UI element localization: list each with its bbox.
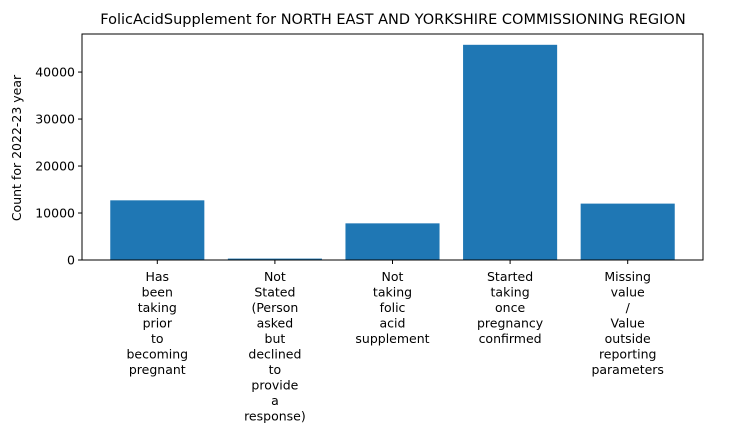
bar — [227, 258, 322, 260]
y-tick-label: 30000 — [35, 112, 75, 127]
x-tick-label: Started taking once pregnancy confirmed — [477, 269, 544, 346]
x-axis: Has been taking prior to becoming pregnant Not S… — [126, 260, 664, 424]
x-tick-label: Has been taking prior to becoming pregnant — [126, 269, 188, 377]
y-tick-label: 40000 — [35, 65, 75, 80]
y-tick-label: 20000 — [35, 159, 75, 174]
bar — [110, 200, 205, 260]
bar — [345, 223, 440, 260]
x-tick-label: Not taking folic acid supplement — [355, 269, 429, 346]
bars — [110, 44, 675, 260]
y-tick-label: 10000 — [35, 206, 75, 221]
plot-frame — [81, 33, 704, 261]
bar — [580, 203, 675, 260]
y-tick-label: 0 — [67, 253, 75, 268]
bar — [463, 44, 558, 260]
x-tick-label: Missing value / Value outside reporting parame… — [591, 269, 664, 377]
y-axis-label: Count for 2022-23 year — [9, 74, 24, 221]
y-axis: 0 10000 20000 30000 40000 — [35, 65, 82, 268]
chart-title: FolicAcidSupplement for NORTH EAST AND Y… — [100, 12, 685, 28]
x-tick-label: Not Stated (Person asked but declined to provid… — [244, 269, 306, 424]
